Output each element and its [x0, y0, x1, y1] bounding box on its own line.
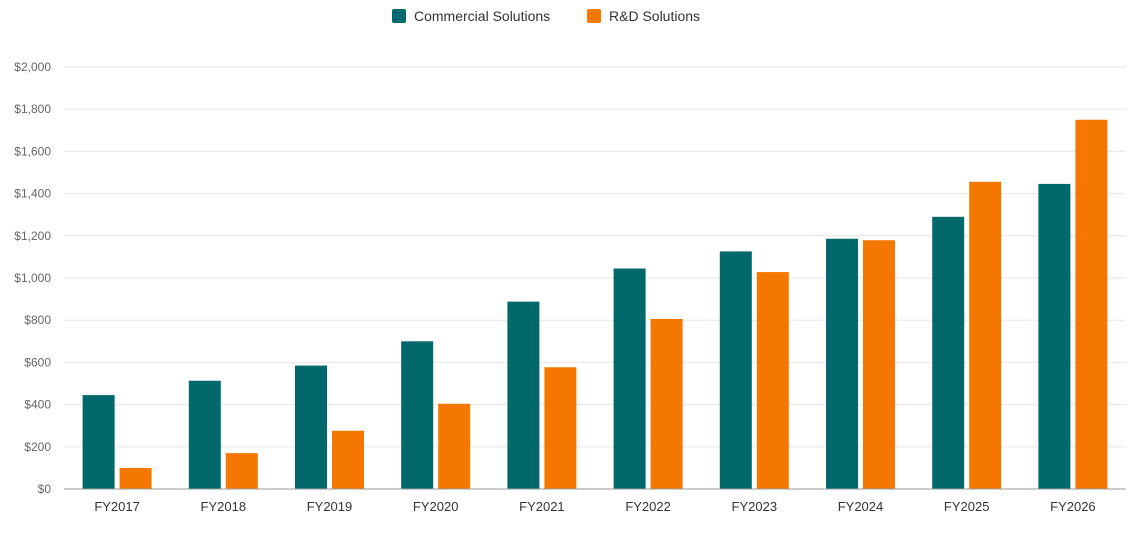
y-tick-label: $600: [24, 355, 51, 369]
legend-label: Commercial Solutions: [414, 8, 550, 24]
bar-rnd-fy2020[interactable]: [438, 403, 471, 489]
x-tick-label: FY2024: [838, 499, 884, 514]
y-tick-label: $1,600: [14, 144, 51, 158]
y-tick-label: $800: [24, 313, 51, 327]
bar-rnd-fy2024[interactable]: [863, 240, 895, 489]
y-tick-label: $2,000: [14, 60, 51, 74]
bar-commercial-fy2017[interactable]: [82, 395, 115, 489]
x-tick-label: FY2021: [519, 499, 565, 514]
bar-rnd-fy2026[interactable]: [1075, 119, 1108, 489]
y-tick-label: $1,800: [14, 102, 51, 116]
y-tick-label: $0: [38, 482, 52, 496]
bar-commercial-fy2022[interactable]: [613, 268, 646, 489]
y-tick-label: $1,400: [14, 187, 51, 201]
y-tick-label: $400: [24, 398, 51, 412]
legend-swatch: [392, 9, 406, 23]
x-tick-label: FY2019: [307, 499, 353, 514]
bar-commercial-fy2023[interactable]: [719, 251, 752, 489]
bar-commercial-fy2021[interactable]: [507, 301, 540, 489]
bar-commercial-fy2019[interactable]: [295, 365, 327, 489]
bar-rnd-fy2018[interactable]: [225, 453, 258, 489]
bars: [82, 119, 1108, 490]
x-axis: FY2017 FY2018 FY2019 FY2020 FY2021 FY2022 FY20…: [64, 488, 1126, 514]
bar-commercial-fy2025[interactable]: [932, 216, 965, 489]
y-tick-label: $200: [24, 440, 51, 454]
legend-label: R&D Solutions: [609, 8, 700, 24]
bar-commercial-fy2024[interactable]: [826, 238, 858, 489]
x-tick-label: FY2025: [944, 499, 990, 514]
y-tick-label: $1,200: [14, 229, 51, 243]
x-tick-label: FY2026: [1050, 499, 1096, 514]
bar-commercial-fy2020[interactable]: [401, 341, 434, 489]
legend: Commercial Solutions R&D Solutions: [392, 8, 700, 24]
bar-rnd-fy2019[interactable]: [332, 430, 364, 489]
gridlines: [64, 66, 1126, 448]
x-tick-label: FY2023: [732, 499, 778, 514]
legend-item-rnd[interactable]: R&D Solutions: [587, 8, 700, 24]
y-axis: $0 $200 $400 $600 $800 $1,000 $1,200 $1,400 $1,6…: [14, 60, 51, 496]
x-tick-label: FY2022: [625, 499, 671, 514]
bar-commercial-fy2026[interactable]: [1038, 183, 1071, 490]
x-tick-label: FY2020: [413, 499, 459, 514]
legend-item-commercial[interactable]: Commercial Solutions: [392, 8, 550, 24]
bar-commercial-fy2018[interactable]: [188, 380, 221, 489]
x-tick-label: FY2018: [201, 499, 247, 514]
bar-rnd-fy2017[interactable]: [119, 467, 152, 489]
y-tick-label: $1,000: [14, 271, 51, 285]
bar-rnd-fy2021[interactable]: [544, 367, 577, 489]
bar-rnd-fy2022[interactable]: [650, 318, 683, 489]
bar-rnd-fy2023[interactable]: [756, 272, 789, 489]
legend-swatch: [587, 9, 601, 23]
x-tick-label: FY2017: [94, 499, 140, 514]
bar-rnd-fy2025[interactable]: [969, 181, 1002, 489]
